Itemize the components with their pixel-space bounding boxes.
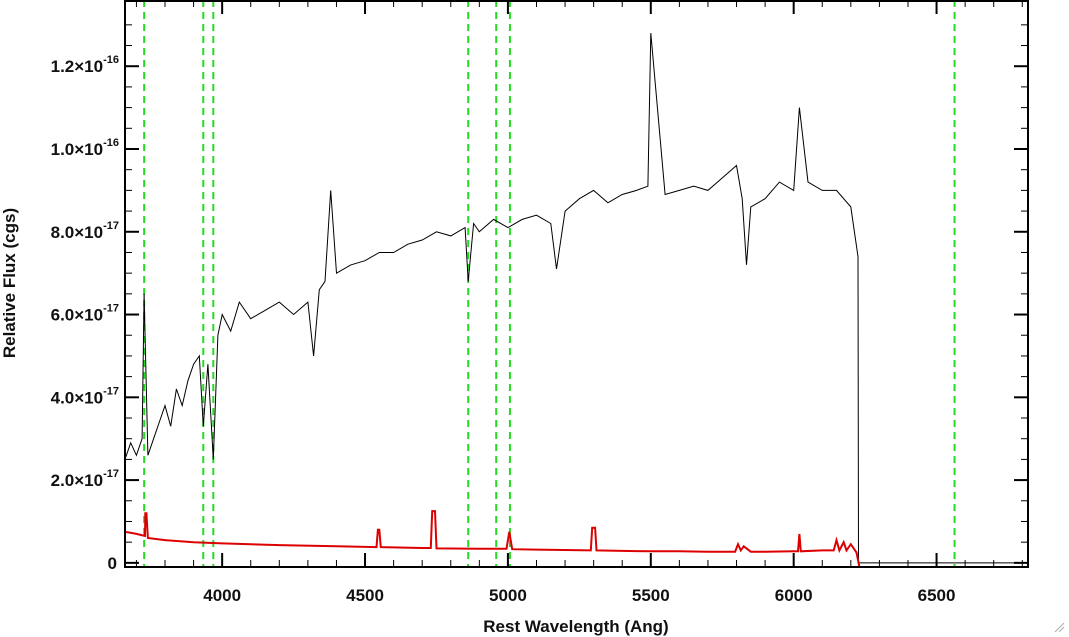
y-tick-label: 1.2×10-16 [51,54,119,76]
emission-line-markers [143,0,956,567]
y-tick-label: 4.0×10-17 [51,385,119,407]
x-axis-ticks: 4000 4500 5000 5500 6000 6500 [203,0,955,605]
y-tick-label: 6.0×10-17 [51,303,119,325]
resize-grip-icon[interactable] [1053,621,1065,633]
x-tick-label: 5500 [632,586,670,605]
x-tick-label: 4500 [346,586,384,605]
y-axis-ticks: 0 2.0×10-17 4.0×10-17 6.0×10-17 8.0×10-17 1.0… [51,54,1028,573]
error-spectrum-line [124,510,1028,568]
y-tick-label: 1.0×10-16 [51,137,119,159]
plot-border [124,0,1029,568]
y-axis-title: Relative Flux (cgs) [0,208,19,358]
x-tick-label: 6000 [775,586,813,605]
x-tick-label: 5000 [489,586,527,605]
y-tick-label: 0 [108,554,117,573]
x-axis-title: Rest Wavelength (Ang) [483,617,668,636]
plot-frame [124,0,1029,568]
object-spectrum-line [124,33,1028,564]
y-tick-label: 8.0×10-17 [51,220,119,242]
x-tick-label: 6500 [918,586,956,605]
spectrum-series [124,33,1028,568]
x-tick-label: 4000 [203,586,241,605]
y-tick-label: 2.0×10-17 [51,468,119,490]
